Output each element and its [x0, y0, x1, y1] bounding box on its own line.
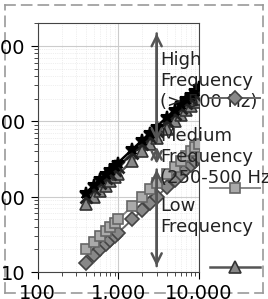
15-blade
centrifugal: [193, 94, 196, 97]
17-blade
centrifugal: [84, 191, 88, 195]
3-lobe
rotary lobe
blower: [140, 195, 144, 199]
12-blade
centrifugal: [131, 159, 134, 163]
17-blade
centrifugal: [179, 103, 182, 106]
15-blade
centrifugal: [109, 173, 112, 176]
2-lobe
rotary lobe
blower: [197, 156, 200, 159]
2-lobe
rotary lobe
blower: [179, 173, 182, 176]
2-lobe
rotary lobe
blower: [193, 159, 196, 163]
15-blade
centrifugal: [131, 152, 134, 155]
17-blade
centrifugal: [116, 161, 120, 165]
15-blade
centrifugal: [189, 97, 192, 101]
2-lobe
rotary lobe
blower: [148, 201, 151, 205]
2-lobe
rotary lobe
blower: [184, 167, 188, 171]
17-blade
centrifugal: [131, 148, 134, 152]
12-blade
centrifugal: [148, 143, 151, 146]
15-blade
centrifugal: [173, 113, 176, 116]
17-blade
centrifugal: [113, 164, 116, 168]
2-lobe
rotary lobe
blower: [92, 254, 95, 257]
17-blade
centrifugal: [193, 89, 196, 93]
17-blade
centrifugal: [184, 97, 188, 101]
2-lobe
rotary lobe
blower: [113, 234, 116, 238]
3-lobe
rotary lobe
blower: [92, 240, 95, 244]
2-lobe
rotary lobe
blower: [109, 238, 112, 242]
12-blade
centrifugal: [155, 137, 158, 140]
2-lobe
rotary lobe
blower: [155, 195, 158, 199]
12-blade
centrifugal: [92, 195, 95, 199]
12-blade
centrifugal: [197, 97, 200, 101]
12-blade
centrifugal: [84, 202, 88, 206]
3-lobe
rotary lobe
blower: [165, 173, 168, 176]
3-lobe
rotary lobe
blower: [116, 218, 120, 221]
17-blade
centrifugal: [109, 168, 112, 172]
3-lobe
rotary lobe
blower: [184, 154, 188, 158]
12-blade
centrifugal: [179, 114, 182, 118]
12-blade
centrifugal: [113, 176, 116, 179]
Line: 12-blade
centrifugal: 12-blade centrifugal: [80, 94, 204, 210]
12-blade
centrifugal: [184, 109, 188, 112]
3-lobe
rotary lobe
blower: [109, 225, 112, 229]
Line: 15-blade
centrifugal: 15-blade centrifugal: [80, 86, 204, 203]
17-blade
centrifugal: [148, 131, 151, 135]
3-lobe
rotary lobe
blower: [197, 143, 200, 146]
15-blade
centrifugal: [148, 135, 151, 139]
12-blade
centrifugal: [173, 120, 176, 123]
3-lobe
rotary lobe
blower: [193, 146, 196, 150]
Legend: 2-lobe
rotary lobe
blower, 3-lobe
rotary lobe
blower, 12-blade
centrifugal, 15-b: 2-lobe rotary lobe blower, 3-lobe rotary…: [203, 61, 268, 299]
17-blade
centrifugal: [197, 86, 200, 89]
Line: 2-lobe
rotary lobe
blower: 2-lobe rotary lobe blower: [81, 153, 203, 268]
15-blade
centrifugal: [179, 107, 182, 110]
3-lobe
rotary lobe
blower: [189, 150, 192, 153]
3-lobe
rotary lobe
blower: [98, 234, 102, 238]
3-lobe
rotary lobe
blower: [104, 229, 107, 233]
2-lobe
rotary lobe
blower: [84, 261, 88, 265]
17-blade
centrifugal: [165, 116, 168, 119]
17-blade
centrifugal: [92, 184, 95, 187]
12-blade
centrifugal: [104, 184, 107, 188]
12-blade
centrifugal: [189, 105, 192, 108]
2-lobe
rotary lobe
blower: [140, 208, 144, 212]
12-blade
centrifugal: [140, 150, 144, 153]
15-blade
centrifugal: [84, 195, 88, 199]
15-blade
centrifugal: [104, 177, 107, 180]
15-blade
centrifugal: [197, 90, 200, 94]
15-blade
centrifugal: [113, 169, 116, 172]
17-blade
centrifugal: [189, 93, 192, 97]
12-blade
centrifugal: [193, 101, 196, 104]
3-lobe
rotary lobe
blower: [148, 188, 151, 191]
15-blade
centrifugal: [92, 188, 95, 191]
17-blade
centrifugal: [104, 173, 107, 176]
12-blade
centrifugal: [116, 173, 120, 176]
15-blade
centrifugal: [184, 102, 188, 105]
3-lobe
rotary lobe
blower: [131, 205, 134, 208]
3-lobe
rotary lobe
blower: [155, 182, 158, 185]
2-lobe
rotary lobe
blower: [189, 163, 192, 167]
15-blade
centrifugal: [155, 129, 158, 133]
2-lobe
rotary lobe
blower: [116, 231, 120, 235]
3-lobe
rotary lobe
blower: [173, 165, 176, 169]
15-blade
centrifugal: [98, 182, 102, 185]
12-blade
centrifugal: [109, 180, 112, 183]
2-lobe
rotary lobe
blower: [173, 179, 176, 182]
17-blade
centrifugal: [173, 109, 176, 112]
15-blade
centrifugal: [165, 120, 168, 123]
3-lobe
rotary lobe
blower: [84, 248, 88, 251]
2-lobe
rotary lobe
blower: [98, 248, 102, 251]
3-lobe
rotary lobe
blower: [113, 221, 116, 225]
12-blade
centrifugal: [98, 189, 102, 193]
Line: 3-lobe
rotary lobe
blower: 3-lobe rotary lobe blower: [81, 140, 203, 254]
15-blade
centrifugal: [140, 143, 144, 146]
Text: High
Frequency
(> 500 Hz): High Frequency (> 500 Hz): [160, 51, 257, 111]
15-blade
centrifugal: [116, 165, 120, 169]
17-blade
centrifugal: [140, 138, 144, 142]
12-blade
centrifugal: [165, 127, 168, 131]
2-lobe
rotary lobe
blower: [165, 186, 168, 189]
2-lobe
rotary lobe
blower: [131, 218, 134, 221]
3-lobe
rotary lobe
blower: [179, 159, 182, 163]
Text: Low
Frequency: Low Frequency: [160, 197, 252, 236]
17-blade
centrifugal: [155, 125, 158, 129]
Text: Medium
Frequency
(250-500 Hz): Medium Frequency (250-500 Hz): [160, 127, 268, 187]
17-blade
centrifugal: [98, 178, 102, 181]
Line: 17-blade
centrifugal: 17-blade centrifugal: [80, 82, 204, 199]
2-lobe
rotary lobe
blower: [104, 242, 107, 246]
